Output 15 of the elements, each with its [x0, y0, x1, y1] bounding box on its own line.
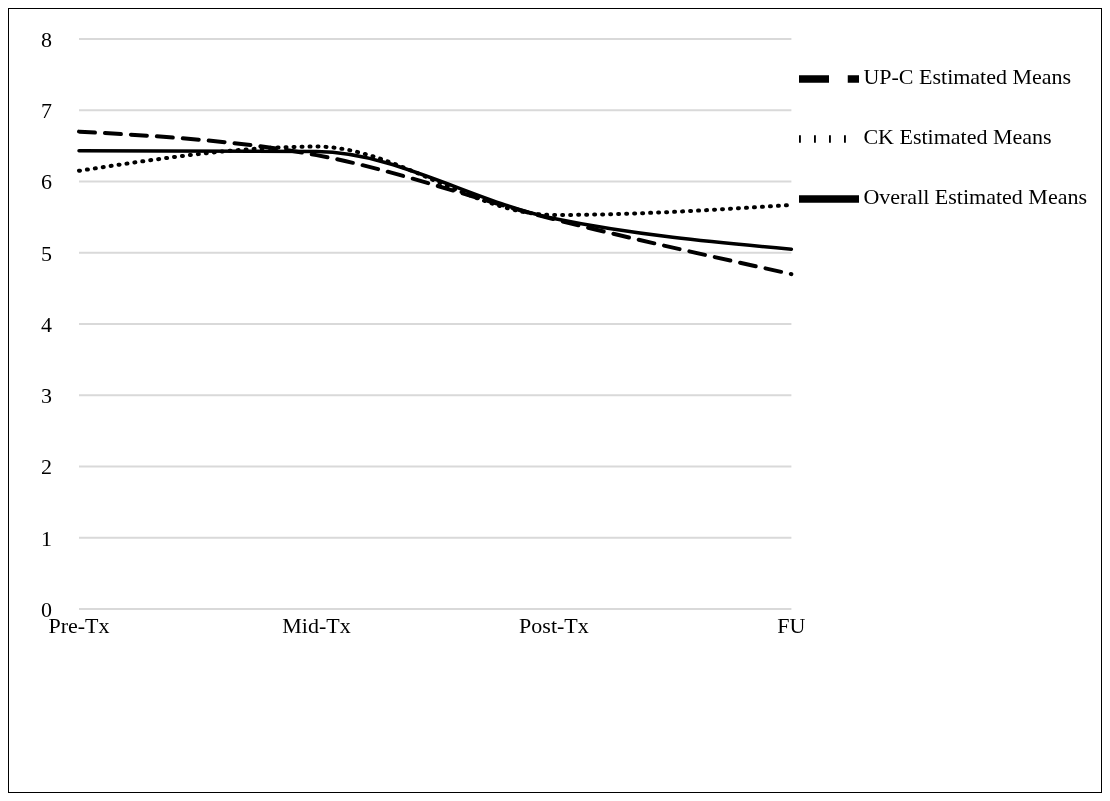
x-tick-label: Post-Tx	[519, 612, 589, 638]
y-tick-label: 1	[41, 525, 52, 551]
legend-label: Overall Estimated Means	[863, 184, 1087, 210]
y-tick-label: 4	[41, 311, 52, 337]
y-tick-label: 3	[41, 383, 52, 409]
line-series	[77, 129, 794, 277]
legend-label: CK Estimated Means	[863, 124, 1052, 150]
y-tick-label: 7	[41, 98, 52, 124]
x-tick-label: Mid-Tx	[282, 612, 351, 638]
y-tick-label: 6	[41, 169, 52, 195]
y-tick-label: 8	[41, 26, 52, 52]
y-tick-label: 5	[41, 240, 52, 266]
y-tick-label: 2	[41, 454, 52, 480]
legend-label: UP-C Estimated Means	[863, 64, 1072, 90]
x-tick-label: FU	[777, 612, 806, 638]
